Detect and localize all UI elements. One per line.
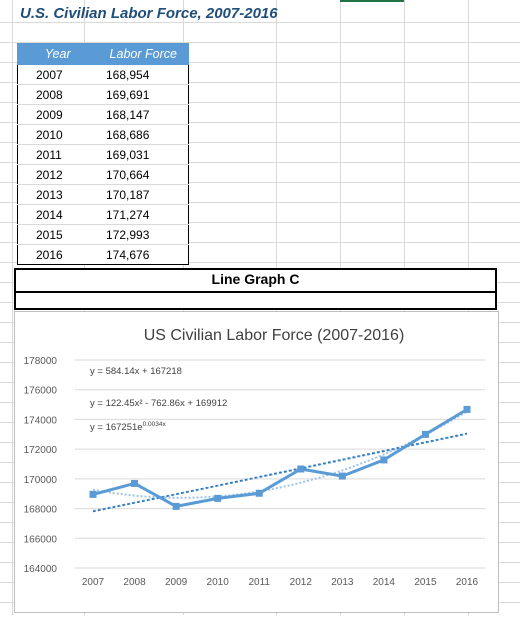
data-point	[172, 502, 180, 510]
data-point	[255, 489, 263, 497]
series-line	[92, 408, 468, 508]
table-row: 2016 174,676	[17, 244, 189, 265]
chart-title: US Civilian Labor Force (2007-2016)	[144, 327, 405, 344]
table-row: 2007 168,954	[17, 64, 189, 85]
graph-label: Line Graph C	[16, 271, 495, 293]
line-chart: US Civilian Labor Force (2007-2016) 17800…	[24, 327, 485, 588]
year-cell[interactable]: 2015	[17, 224, 98, 245]
trendline-exponent: 0.0034x	[143, 421, 167, 428]
chart-area[interactable]: US Civilian Labor Force (2007-2016) 17800…	[14, 311, 499, 613]
x-tick-label: 2013	[331, 577, 354, 588]
labor-force-cell[interactable]: 168,686	[98, 124, 189, 145]
year-cell[interactable]: 2014	[17, 204, 98, 225]
labor-force-cell[interactable]: 169,031	[98, 144, 189, 165]
y-tick-label: 172000	[24, 445, 58, 456]
labor-force-table: Year Labor Force 2007 168,954 2008 169,691 2…	[17, 43, 189, 265]
trendline-equation: y = 167251e0.0034x	[90, 421, 166, 433]
data-point	[89, 490, 97, 498]
x-tick-label: 2014	[373, 577, 396, 588]
trendline-equation: y = 122.45x² - 762.86x + 169912	[90, 398, 227, 409]
labor-force-cell[interactable]: 169,691	[98, 84, 189, 105]
year-cell[interactable]: 2011	[17, 144, 98, 165]
sheet-title[interactable]: U.S. Civilian Labor Force, 2007-2016	[20, 5, 278, 22]
y-tick-label: 170000	[24, 475, 58, 486]
column-header-year[interactable]: Year	[17, 43, 99, 65]
year-cell[interactable]: 2008	[17, 84, 98, 105]
trendline-equation-text: y = 584.14x + 167218	[90, 366, 182, 377]
table-row: 2010 168,686	[17, 124, 189, 145]
x-tick-label: 2015	[414, 577, 437, 588]
table-row: 2009 168,147	[17, 104, 189, 125]
table-row: 2014 171,274	[17, 204, 189, 225]
data-point	[463, 405, 471, 413]
data-point	[421, 430, 429, 438]
x-tick-label: 2010	[207, 577, 230, 588]
x-tick-label: 2009	[165, 577, 188, 588]
labor-force-cell[interactable]: 170,187	[98, 184, 189, 205]
labor-force-cell[interactable]: 171,274	[98, 204, 189, 225]
trendline-equation-text: y = 122.45x² - 762.86x + 169912	[90, 398, 227, 409]
selected-cell-indicator	[340, 0, 404, 2]
data-point	[380, 456, 388, 464]
labor-force-cell[interactable]: 174,676	[98, 244, 189, 265]
trendline-equation: y = 584.14x + 167218	[90, 366, 182, 377]
table-row: 2011 169,031	[17, 144, 189, 165]
x-tick-label: 2012	[290, 577, 313, 588]
year-cell[interactable]: 2016	[17, 244, 98, 265]
labor-force-cell[interactable]: 172,993	[98, 224, 189, 245]
polynomial-trendline	[92, 410, 468, 499]
table-header-row: Year Labor Force	[17, 43, 189, 65]
trendline-equation-text: y = 167251e	[90, 422, 143, 433]
labor-force-cell[interactable]: 170,664	[98, 164, 189, 185]
year-cell[interactable]: 2007	[17, 64, 98, 85]
labor-force-cell[interactable]: 168,147	[98, 104, 189, 125]
labor-force-cell[interactable]: 168,954	[98, 64, 189, 85]
year-cell[interactable]: 2013	[17, 184, 98, 205]
data-point	[338, 472, 346, 480]
table-row: 2015 172,993	[17, 224, 189, 245]
year-cell[interactable]: 2012	[17, 164, 98, 185]
year-cell[interactable]: 2009	[17, 104, 98, 125]
year-cell[interactable]: 2010	[17, 124, 98, 145]
table-row: 2008 169,691	[17, 84, 189, 105]
y-tick-label: 178000	[24, 356, 58, 367]
x-tick-label: 2007	[82, 577, 105, 588]
x-tick-label: 2011	[248, 577, 270, 588]
column-header-labor-force[interactable]: Labor Force	[97, 43, 189, 65]
y-tick-label: 164000	[24, 564, 58, 575]
data-point	[131, 479, 139, 487]
data-point	[297, 465, 305, 473]
linear-trendline	[92, 432, 468, 513]
x-tick-label: 2008	[123, 577, 146, 588]
y-tick-label: 176000	[24, 386, 58, 397]
y-tick-label: 174000	[24, 415, 58, 426]
table-row: 2013 170,187	[17, 184, 189, 205]
graph-label-box[interactable]: Line Graph C	[14, 268, 497, 310]
y-tick-label: 168000	[24, 505, 58, 516]
data-point	[214, 494, 222, 502]
x-tick-label: 2016	[456, 577, 479, 588]
table-row: 2012 170,664	[17, 164, 189, 185]
y-tick-label: 166000	[24, 534, 58, 545]
